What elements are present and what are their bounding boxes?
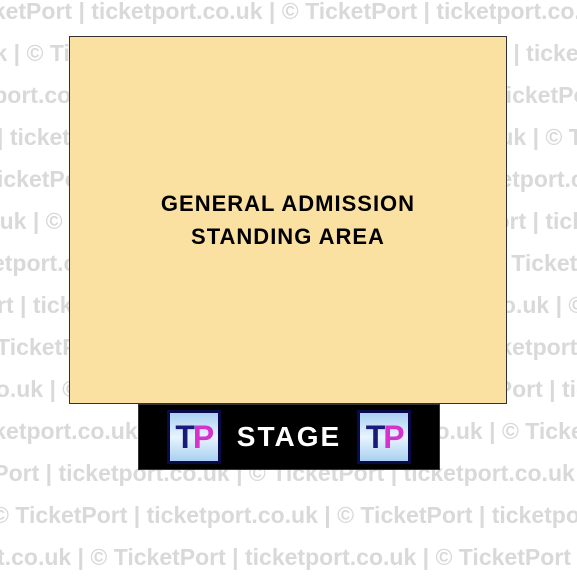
stage-label: STAGE	[237, 421, 341, 453]
tp-logo-right: TP	[357, 410, 411, 464]
tp-logo-left: TP	[167, 410, 221, 464]
logo-letter-t: T	[175, 419, 193, 456]
general-admission-area: GENERAL ADMISSION STANDING AREA	[69, 36, 507, 404]
logo-letter-p: P	[193, 419, 212, 456]
admission-label-line2: STANDING AREA	[191, 220, 385, 253]
logo-letter-t: T	[366, 419, 384, 456]
stage-bar: TP STAGE TP	[138, 404, 440, 470]
logo-letter-p: P	[383, 419, 402, 456]
admission-label-line1: GENERAL ADMISSION	[161, 187, 415, 220]
